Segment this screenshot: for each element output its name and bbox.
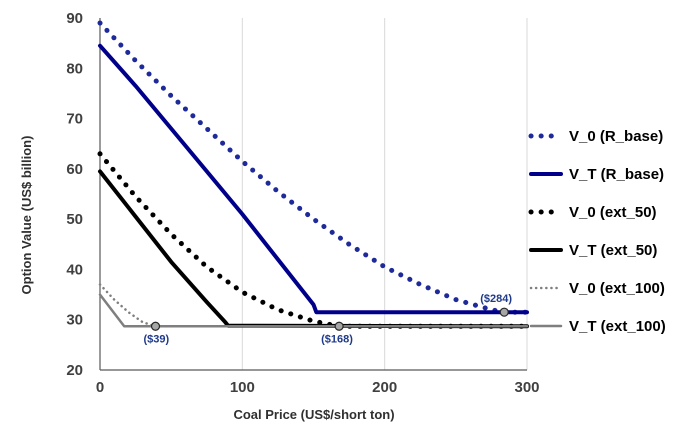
x-tick-label: 200 bbox=[372, 379, 397, 396]
x-tick-label: 300 bbox=[514, 379, 539, 396]
y-tick-label: 50 bbox=[66, 211, 83, 228]
annotation-layer: ($39) ($168) ($284) bbox=[144, 293, 513, 345]
series-line-v-0-ext-50 bbox=[97, 151, 530, 329]
legend: V_0 (R_base) V_T (R_base) V_0 (ext_50) V_T … bbox=[528, 128, 666, 335]
axis-layer: 0 100 200 300 20 30 40 50 60 70 80 90 bbox=[66, 10, 539, 396]
y-axis-title: Option Value (US$ billion) bbox=[19, 136, 34, 295]
legend-label-v-t-ext-100: V_T (ext_100) bbox=[569, 318, 666, 335]
series-line-v-t-ext-100 bbox=[98, 293, 529, 328]
threshold-label: ($168) bbox=[321, 333, 353, 345]
legend-label-v-0-r-base: V_0 (R_base) bbox=[569, 128, 663, 145]
y-tick-label: 80 bbox=[66, 60, 83, 77]
y-tick-label: 70 bbox=[66, 111, 83, 128]
threshold-marker bbox=[334, 321, 344, 331]
y-tick-label: 40 bbox=[66, 261, 83, 278]
x-tick-label: 0 bbox=[96, 379, 104, 396]
legend-label-v-t-r-base: V_T (R_base) bbox=[569, 166, 664, 183]
legend-label-v-0-ext-100: V_0 (ext_100) bbox=[569, 280, 665, 297]
legend-label-v-0-ext-50: V_0 (ext_50) bbox=[569, 204, 657, 221]
threshold-marker bbox=[499, 307, 509, 317]
y-tick-label: 30 bbox=[66, 312, 83, 329]
series-line-v-t-r-base bbox=[98, 43, 529, 315]
legend-label-v-t-ext-50: V_T (ext_50) bbox=[569, 242, 657, 259]
y-tick-label: 60 bbox=[66, 161, 83, 178]
y-tick-label: 90 bbox=[66, 10, 83, 27]
series-line-v-0-r-base bbox=[97, 20, 530, 315]
y-tick-label: 20 bbox=[66, 362, 83, 379]
threshold-label: ($284) bbox=[480, 293, 512, 305]
threshold-marker bbox=[150, 321, 161, 331]
threshold-label: ($39) bbox=[144, 333, 170, 345]
series-layer bbox=[97, 20, 530, 329]
x-axis-title: Coal Price (US$/short ton) bbox=[233, 407, 394, 422]
x-tick-label: 100 bbox=[230, 379, 255, 396]
